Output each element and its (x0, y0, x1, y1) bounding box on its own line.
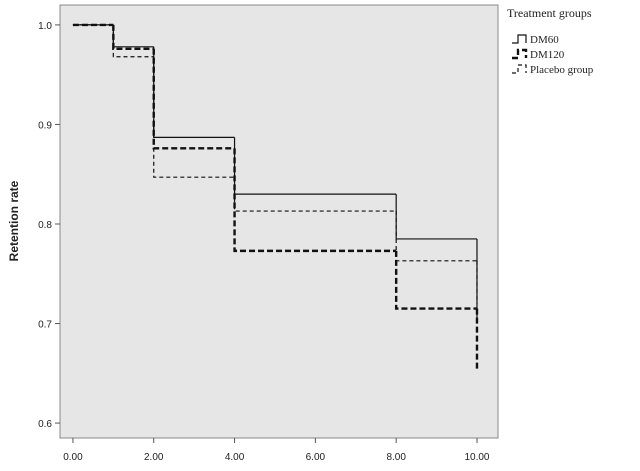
y-tick-label: 0.9 (38, 120, 52, 131)
step-segment (153, 56, 235, 178)
step-segment (394, 250, 477, 310)
x-tick-label: 2.00 (144, 452, 164, 463)
legend-symbol (512, 48, 528, 60)
x-tick-label: 0.00 (63, 452, 83, 463)
y-tick-label: 0.6 (38, 419, 52, 430)
x-tick-label: 8.00 (386, 452, 406, 463)
legend-label: DM120 (530, 49, 565, 61)
step-segment (233, 148, 397, 253)
x-tick-label: 6.00 (306, 452, 326, 463)
legend-symbol (512, 34, 527, 44)
step-segment (233, 177, 397, 212)
plot-area (59, 4, 499, 439)
x-tick-label: 4.00 (225, 452, 245, 463)
legend-label: DM60 (530, 34, 559, 46)
x-tick-label: 10.00 (464, 452, 489, 463)
y-tick-label: 0.8 (38, 220, 52, 231)
step-segment (395, 211, 477, 262)
legend-label: Placebo group (530, 64, 594, 76)
step-segment (395, 194, 477, 240)
step-segment (112, 24, 154, 58)
y-axis-label: Retention rate (7, 180, 21, 261)
legend-title: Treatment groups (507, 6, 592, 20)
legend-symbol (512, 64, 527, 74)
y-tick-label: 1.0 (38, 21, 52, 32)
y-tick-label: 0.7 (38, 320, 52, 331)
